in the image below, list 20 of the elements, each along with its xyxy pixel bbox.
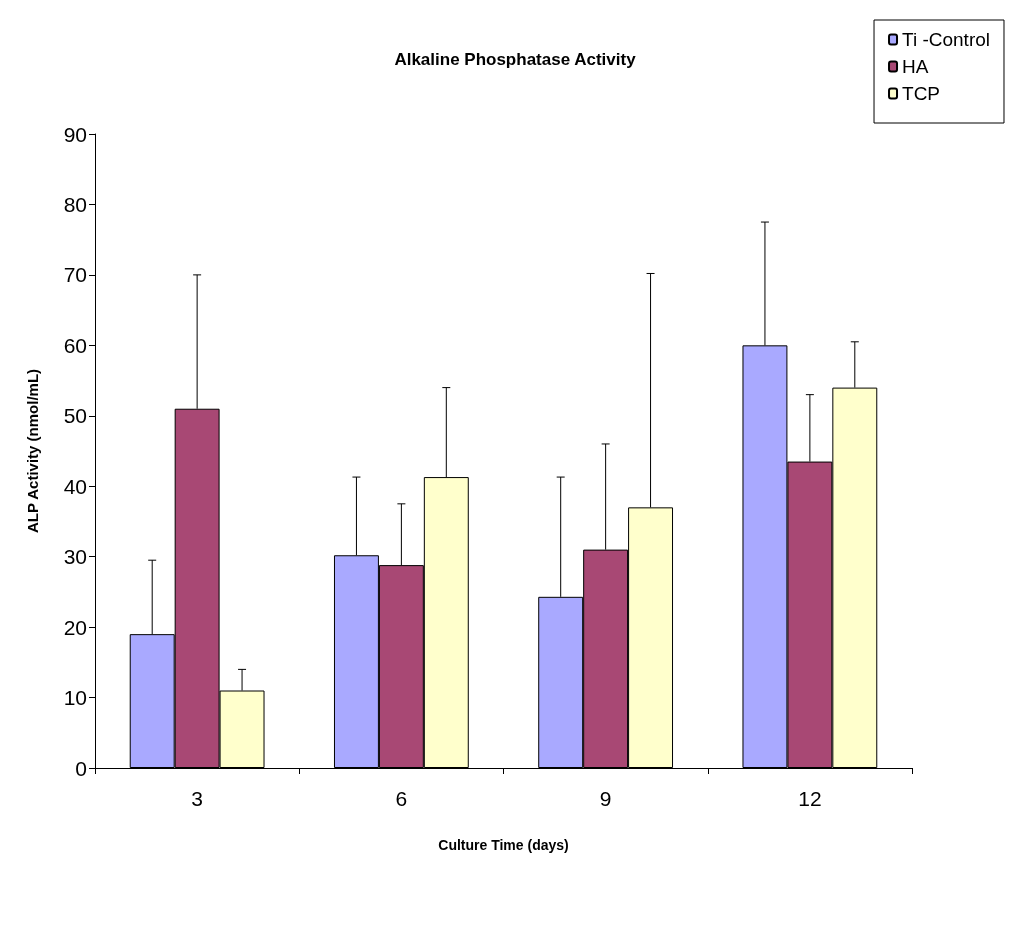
legend-label: TCP [902,83,941,104]
y-tick-label: 90 [63,122,87,146]
y-tick-label: 0 [75,756,87,780]
chart-title: Alkaline Phosphatase Activity [394,50,637,69]
x-tick-label: 12 [798,787,822,810]
x-axis-title: Culture Time (days) [438,837,569,853]
y-tick-label: 50 [63,404,87,428]
y-tick-label: 30 [63,545,87,569]
x-tick-label: 3 [191,787,203,810]
legend-label: Ti -Control [902,29,991,50]
y-tick-label: 10 [63,686,87,710]
legend-label: HA [902,56,929,77]
y-tick-label: 40 [63,474,87,498]
x-tick-label: 9 [599,787,612,810]
x-tick-label: 6 [395,787,408,810]
y-tick-label: 20 [63,615,87,639]
y-axis-title: ALP Activity (nmol/mL) [24,368,41,534]
y-tick-label: 70 [63,263,87,287]
y-tick-label: 60 [63,333,87,357]
y-tick-label: 80 [63,192,87,216]
